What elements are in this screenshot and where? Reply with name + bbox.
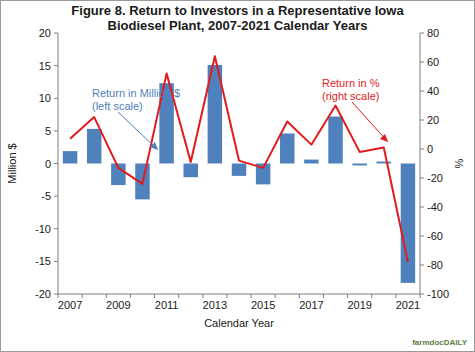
series-label: Return in Million $(left scale) (92, 87, 180, 112)
y-tick (54, 294, 58, 295)
y-tick (54, 33, 58, 34)
x-tick-label: 2009 (106, 299, 130, 311)
bar (304, 160, 318, 164)
y2-tick-label: 80 (427, 27, 439, 39)
y2-tick (420, 120, 424, 121)
y2-tick-label: -40 (427, 201, 443, 213)
x-tick-label: 2017 (299, 299, 323, 311)
x-tick-label: 2007 (58, 299, 82, 311)
x-tick (154, 294, 155, 298)
bar (401, 164, 415, 283)
y-tick (54, 261, 58, 262)
annotation-arrowhead (150, 142, 158, 150)
x-tick (395, 294, 396, 298)
y-tick (54, 98, 58, 99)
y-tick-label: -15 (35, 255, 51, 267)
line (70, 56, 408, 262)
y2-tick (420, 207, 424, 208)
x-tick (371, 294, 372, 298)
y2-tick (420, 33, 424, 34)
bar (63, 151, 77, 163)
annotation-arrowhead (380, 134, 388, 142)
x-tick-label: 2019 (347, 299, 371, 311)
y-tick (54, 196, 58, 197)
bar (352, 164, 366, 166)
text-line: Biodiesel Plant, 2007-2021 Calendar Year… (108, 18, 368, 33)
y2-axis (420, 33, 421, 294)
text-line: (left scale) (92, 100, 143, 112)
chart: Figure 8. Return to Investors in a Repre… (0, 0, 475, 352)
x-axis (58, 294, 420, 295)
y2-tick-label: 20 (427, 114, 439, 126)
title: Figure 8. Return to Investors in a Repre… (71, 3, 404, 33)
y2-tick-label: -60 (427, 230, 443, 242)
x-tick (299, 294, 300, 298)
x-tick (347, 294, 348, 298)
y2-tick (420, 265, 424, 266)
bar (280, 133, 294, 163)
y2-tick-label: 0 (427, 143, 433, 155)
bar (87, 129, 101, 164)
x-tick-label: 2013 (203, 299, 227, 311)
y-axis-title: Million $ (6, 143, 18, 183)
y-tick (54, 228, 58, 229)
annotation-arrow (352, 102, 388, 142)
x-tick (82, 294, 83, 298)
y-tick (54, 163, 58, 164)
y2-tick (420, 294, 424, 295)
y2-tick-label: 60 (427, 56, 439, 68)
bar (328, 117, 342, 164)
y-tick-label: 10 (39, 92, 51, 104)
x-tick-label: 2015 (251, 299, 275, 311)
y2-tick-label: -80 (427, 259, 443, 271)
y2-tick (420, 236, 424, 237)
text-line: Return in Million $ (92, 87, 180, 99)
x-tick (178, 294, 179, 298)
x-tick (202, 294, 203, 298)
y2-tick-label: -100 (427, 288, 449, 300)
x-tick-label: 2021 (396, 299, 420, 311)
marks (63, 56, 415, 283)
x-tick (420, 294, 421, 298)
text-line: Return in % (322, 77, 380, 89)
x-tick-label: 2011 (155, 299, 179, 311)
y-tick-label: -10 (35, 223, 51, 235)
y-tick-label: -20 (35, 288, 51, 300)
text-line: Figure 8. Return to Investors in a Repre… (71, 3, 404, 18)
y-tick-label: -5 (41, 190, 51, 202)
y-tick (54, 130, 58, 131)
text-line: (right scale) (322, 90, 379, 102)
y2-tick (420, 62, 424, 63)
bar (377, 162, 391, 164)
x-tick (106, 294, 107, 298)
x-tick (226, 294, 227, 298)
series-label: Return in %(right scale) (322, 77, 380, 102)
y2-tick-label: -20 (427, 172, 443, 184)
y-tick-label: 15 (39, 60, 51, 72)
y-tick-label: 0 (45, 158, 51, 170)
x-tick (323, 294, 324, 298)
y2-tick (420, 91, 424, 92)
annotation-arrow (118, 112, 158, 150)
y2-tick-label: 40 (427, 85, 439, 97)
bar (232, 164, 246, 176)
x-axis-title: Calendar Year (204, 317, 274, 329)
y-tick (54, 65, 58, 66)
y2-axis-title: % (453, 158, 465, 168)
x-tick (130, 294, 131, 298)
y2-tick (420, 178, 424, 179)
x-tick (275, 294, 276, 298)
y-tick-label: 20 (39, 27, 51, 39)
x-tick (251, 294, 252, 298)
watermark: farmdocDAILY (412, 338, 467, 347)
background (1, 1, 475, 352)
x-tick (58, 294, 59, 298)
y-tick-label: 5 (45, 125, 51, 137)
y2-tick (420, 149, 424, 150)
bar (183, 164, 197, 178)
